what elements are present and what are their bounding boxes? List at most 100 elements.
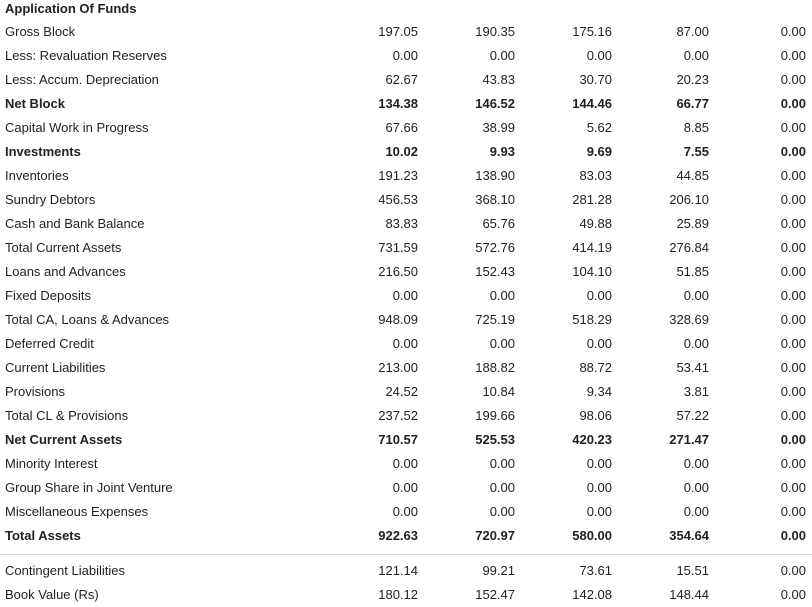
row-value-col-3: 0.00 (586, 48, 612, 63)
row-value-col-4: 0.00 (683, 504, 709, 519)
row-value-col-5: 0.00 (780, 216, 806, 231)
row-value-col-2: 10.84 (482, 384, 515, 399)
row-value-col-1: 216.50 (378, 264, 418, 279)
row-value-col-4: 276.84 (669, 240, 709, 255)
row-value-col-2: 38.99 (482, 120, 515, 135)
row-value-col-1: 121.14 (378, 563, 418, 578)
row-value-col-2: 99.21 (482, 563, 515, 578)
row-value-col-3: 175.16 (572, 24, 612, 39)
row-value-col-1: 710.57 (378, 432, 418, 447)
row-value-col-4: 20.23 (676, 72, 709, 87)
row-value-col-4: 87.00 (676, 24, 709, 39)
row-value-col-4: 44.85 (676, 168, 709, 183)
table-row-less-accum-depreciation: Less: Accum. Depreciation 62.67 43.83 30.70… (0, 68, 812, 92)
table-row-current-liabilities: Current Liabilities 213.00 188.82 88.72 53.4… (0, 356, 812, 380)
row-value-col-3: 30.70 (579, 72, 612, 87)
row-value-col-3: 49.88 (579, 216, 612, 231)
row-value-col-2: 152.47 (475, 587, 515, 602)
row-value-col-3: 281.28 (572, 192, 612, 207)
row-value-col-4: 354.64 (669, 528, 709, 543)
row-value-col-5: 0.00 (780, 528, 806, 543)
row-value-col-5: 0.00 (780, 264, 806, 279)
table-row-sundry-debtors: Sundry Debtors 456.53 368.10 281.28 206.10 0.… (0, 188, 812, 212)
row-label: Net Block (5, 96, 65, 111)
table-row-minority-interest: Minority Interest 0.00 0.00 0.00 0.00 0.00 (0, 452, 812, 476)
row-value-col-4: 271.47 (669, 432, 709, 447)
table-row-inventories: Inventories 191.23 138.90 83.03 44.85 0.00 (0, 164, 812, 188)
row-value-col-2: 138.90 (475, 168, 515, 183)
row-value-col-1: 0.00 (392, 456, 418, 471)
table-row-capital-work-in-progress: Capital Work in Progress 67.66 38.99 5.62 8.… (0, 116, 812, 140)
row-label: Sundry Debtors (5, 192, 96, 207)
row-label: Miscellaneous Expenses (5, 504, 149, 519)
row-value-col-2: 0.00 (489, 504, 515, 519)
row-value-col-5: 0.00 (780, 24, 806, 39)
row-value-col-4: 7.55 (683, 144, 709, 159)
table-row-total-current-assets: Total Current Assets 731.59 572.76 414.19 27… (0, 236, 812, 260)
row-value-col-1: 83.83 (385, 216, 418, 231)
row-value-col-3: 9.69 (586, 144, 612, 159)
row-value-col-5: 0.00 (780, 312, 806, 327)
row-value-col-3: 142.08 (572, 587, 612, 602)
row-value-col-2: 368.10 (475, 192, 515, 207)
row-value-col-4: 0.00 (683, 456, 709, 471)
row-value-col-3: 0.00 (586, 336, 612, 351)
row-value-col-1: 134.38 (378, 96, 418, 111)
row-value-col-1: 67.66 (385, 120, 418, 135)
row-value-col-5: 0.00 (780, 288, 806, 303)
row-value-col-3: 9.34 (586, 384, 612, 399)
row-value-col-4: 328.69 (669, 312, 709, 327)
row-value-col-1: 731.59 (378, 240, 418, 255)
row-value-col-4: 0.00 (683, 480, 709, 495)
row-value-col-3: 88.72 (579, 360, 612, 375)
row-value-col-2: 199.66 (475, 408, 515, 423)
row-value-col-1: 191.23 (378, 168, 418, 183)
row-value-col-3: 104.10 (572, 264, 612, 279)
row-value-col-5: 0.00 (780, 144, 806, 159)
row-value-col-3: 580.00 (572, 528, 612, 543)
row-value-col-2: 572.76 (475, 240, 515, 255)
table-row-total-ca-loans-advances: Total CA, Loans & Advances 948.09 725.19 51… (0, 308, 812, 332)
row-label: Investments (5, 144, 81, 159)
row-value-col-4: 0.00 (683, 48, 709, 63)
row-value-col-1: 0.00 (392, 504, 418, 519)
row-value-col-5: 0.00 (780, 168, 806, 183)
row-value-col-4: 8.85 (683, 120, 709, 135)
table-row-investments: Investments 10.02 9.93 9.69 7.55 0.00 (0, 140, 812, 164)
row-value-col-2: 43.83 (482, 72, 515, 87)
row-value-col-1: 180.12 (378, 587, 418, 602)
row-label: Minority Interest (5, 456, 98, 471)
row-value-col-5: 0.00 (780, 120, 806, 135)
row-label: Net Current Assets (5, 432, 123, 447)
row-label: Inventories (5, 168, 69, 183)
row-label: Total CA, Loans & Advances (5, 312, 170, 327)
row-value-col-4: 25.89 (676, 216, 709, 231)
row-value-col-2: 0.00 (489, 288, 515, 303)
row-value-col-5: 0.00 (780, 336, 806, 351)
row-value-col-2: 525.53 (475, 432, 515, 447)
footer-rows: Contingent Liabilities 121.14 99.21 73.61 15… (0, 559, 812, 607)
table-row-total-assets: Total Assets 922.63 720.97 580.00 354.64 0.00 (0, 524, 812, 548)
row-label: Total Current Assets (5, 240, 122, 255)
row-value-col-3: 98.06 (579, 408, 612, 423)
row-value-col-1: 0.00 (392, 288, 418, 303)
row-value-col-1: 0.00 (392, 480, 418, 495)
table-row-deferred-credit: Deferred Credit 0.00 0.00 0.00 0.00 0.00 (0, 332, 812, 356)
row-value-col-5: 0.00 (780, 504, 806, 519)
row-value-col-3: 518.29 (572, 312, 612, 327)
row-value-col-2: 152.43 (475, 264, 515, 279)
row-value-col-5: 0.00 (780, 360, 806, 375)
table-row-net-block: Net Block 134.38 146.52 144.46 66.77 0.00 (0, 92, 812, 116)
row-value-col-3: 0.00 (586, 288, 612, 303)
row-label: Group Share in Joint Venture (5, 480, 173, 495)
row-value-col-5: 0.00 (780, 432, 806, 447)
row-value-col-5: 0.00 (780, 96, 806, 111)
table-row-provisions: Provisions 24.52 10.84 9.34 3.81 0.00 (0, 380, 812, 404)
row-value-col-2: 0.00 (489, 48, 515, 63)
row-value-col-5: 0.00 (780, 240, 806, 255)
row-value-col-2: 188.82 (475, 360, 515, 375)
row-label: Gross Block (5, 24, 76, 39)
row-value-col-5: 0.00 (780, 563, 806, 578)
row-value-col-2: 0.00 (489, 336, 515, 351)
